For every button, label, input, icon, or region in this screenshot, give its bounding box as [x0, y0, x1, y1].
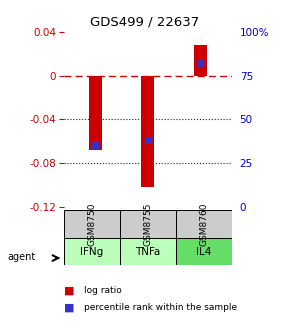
- Text: GSM8750: GSM8750: [87, 202, 96, 246]
- Bar: [64, 238, 120, 265]
- Bar: [64, 210, 120, 238]
- Text: ■: ■: [64, 302, 74, 312]
- Bar: [120, 210, 176, 238]
- Text: GSM8755: GSM8755: [143, 202, 153, 246]
- Text: agent: agent: [7, 252, 35, 262]
- Text: percentile rank within the sample: percentile rank within the sample: [84, 303, 237, 312]
- Bar: [141, 76, 155, 187]
- Text: log ratio: log ratio: [84, 286, 122, 295]
- Text: GSM8760: GSM8760: [200, 202, 209, 246]
- Text: GDS499 / 22637: GDS499 / 22637: [90, 15, 200, 28]
- Text: IL4: IL4: [196, 247, 212, 257]
- Text: ■: ■: [64, 286, 74, 296]
- Bar: [120, 238, 176, 265]
- Bar: [89, 76, 102, 150]
- Text: IFNg: IFNg: [80, 247, 104, 257]
- Text: TNFa: TNFa: [135, 247, 161, 257]
- Bar: [194, 45, 207, 76]
- Bar: [176, 210, 232, 238]
- Bar: [176, 238, 232, 265]
